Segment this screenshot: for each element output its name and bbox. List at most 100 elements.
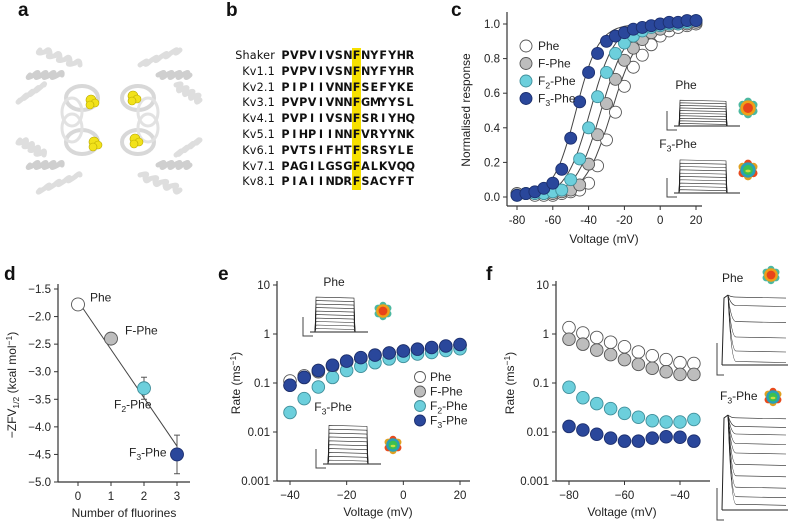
x-tick-label: 0 bbox=[400, 490, 406, 502]
residue: N bbox=[396, 127, 406, 141]
panel-letter-a: a bbox=[18, 0, 29, 21]
current-trace bbox=[676, 123, 728, 127]
data-point-f2-phe bbox=[645, 413, 660, 428]
data-point-f-phe bbox=[591, 128, 604, 142]
esp-lobe bbox=[738, 169, 747, 178]
data-point-f2-phe bbox=[555, 183, 569, 197]
residue: N bbox=[343, 96, 353, 110]
current-trace bbox=[727, 414, 787, 506]
alignment-row: Kv7.1 P A G I L G S G F A L K V Q Q bbox=[220, 158, 415, 175]
residue: H bbox=[396, 64, 406, 78]
data-point-f-phe bbox=[564, 183, 578, 197]
current-trace bbox=[727, 414, 787, 428]
residue: H bbox=[396, 49, 406, 62]
esp-core bbox=[378, 306, 388, 316]
esp-core bbox=[743, 165, 753, 175]
esp-lobe bbox=[379, 313, 387, 321]
legend-marker bbox=[519, 39, 533, 53]
current-trace bbox=[325, 448, 369, 465]
data-point-f2-phe bbox=[662, 17, 676, 31]
data-point-phe bbox=[439, 339, 453, 354]
y-tick-label: 10 bbox=[536, 280, 549, 292]
y-tick-label: 10 bbox=[257, 280, 270, 292]
data-point-f-phe bbox=[662, 19, 676, 33]
data-point-f3-phe bbox=[673, 430, 687, 445]
residue: Y bbox=[370, 64, 379, 78]
residue: S bbox=[361, 175, 370, 189]
data-point-f3-phe bbox=[297, 370, 311, 385]
residue: V bbox=[307, 49, 317, 62]
y-tick-label: 1 bbox=[543, 329, 549, 341]
current-trace bbox=[325, 425, 369, 465]
data-point-f-phe bbox=[644, 26, 658, 40]
residue: P bbox=[281, 96, 290, 110]
data-point-phe bbox=[519, 187, 533, 200]
y-tick-label: 0.001 bbox=[520, 476, 549, 488]
data-point-f3-phe bbox=[576, 423, 590, 437]
scale-bar bbox=[716, 488, 724, 521]
data-point-f-phe bbox=[573, 178, 587, 192]
fit-curve-f-phe bbox=[517, 23, 696, 198]
data-point-phe bbox=[510, 187, 524, 200]
highlighted-residue: F bbox=[352, 174, 362, 191]
x-axis-label: Voltage (mV) bbox=[343, 505, 412, 519]
data-point-f2-phe bbox=[576, 391, 590, 405]
esp-lobe bbox=[749, 162, 758, 171]
residue: R bbox=[405, 64, 415, 78]
current-trace bbox=[727, 414, 787, 420]
data-point-f-phe bbox=[555, 185, 569, 199]
data-point-phe bbox=[368, 348, 382, 362]
point-label: F-Phe bbox=[125, 324, 158, 338]
data-point-phe bbox=[311, 363, 326, 378]
data-point-f3-phe bbox=[591, 46, 604, 60]
data-point-f2-phe bbox=[617, 406, 632, 421]
esp-core bbox=[388, 440, 398, 450]
data-point-phe bbox=[564, 185, 578, 199]
scale-bar bbox=[716, 343, 724, 376]
current-trace bbox=[676, 186, 728, 194]
esp-core bbox=[766, 270, 776, 280]
residue: H bbox=[396, 112, 406, 126]
residue: V bbox=[325, 80, 335, 94]
annotation-phe: Phe bbox=[675, 78, 697, 92]
chart-c: 0.0 0.2 0.4 0.6 0.8 1.0 -80 -60 -40 -20 0 20 Voltage… bbox=[459, 12, 758, 246]
data-point-f3-phe bbox=[339, 354, 354, 368]
esp-lobe bbox=[772, 274, 780, 282]
residue: I bbox=[310, 80, 315, 94]
current-trace bbox=[325, 455, 369, 465]
panel-letter-c: c bbox=[451, 0, 462, 21]
residue: S bbox=[308, 143, 317, 157]
data-point-f3-phe bbox=[510, 188, 524, 202]
current-trace bbox=[312, 296, 356, 333]
data-point-f3-phe bbox=[424, 340, 439, 355]
data-point-phe bbox=[576, 326, 590, 340]
current-trace bbox=[676, 112, 728, 127]
y-tick-label: 0.0 bbox=[484, 192, 500, 204]
data-point-f2-phe bbox=[537, 187, 551, 200]
helix-ribbon bbox=[25, 70, 65, 80]
current-trace bbox=[727, 414, 787, 498]
x-tick-label: -40 bbox=[580, 215, 597, 227]
data-point-phe bbox=[562, 320, 576, 335]
data-point-f2-phe bbox=[311, 380, 326, 394]
data-point-f3-phe bbox=[311, 363, 326, 378]
residue: N bbox=[325, 175, 335, 189]
esp-core bbox=[743, 103, 753, 113]
data-point-f2-phe bbox=[689, 14, 703, 27]
residue: P bbox=[299, 49, 308, 62]
y-tick-label: 0.01 bbox=[527, 427, 549, 439]
ligand-sphere bbox=[127, 96, 137, 106]
esp-lobe bbox=[394, 438, 402, 446]
y-tick-label: −3.5 bbox=[28, 394, 51, 406]
data-point-f3-phe bbox=[680, 14, 694, 27]
esp-lobe bbox=[762, 274, 770, 282]
current-trace bbox=[727, 294, 787, 323]
x-tick-label: -20 bbox=[616, 215, 633, 227]
data-point-f-phe bbox=[537, 187, 551, 200]
data-point-f2-phe bbox=[546, 185, 560, 199]
data-point-f-phe bbox=[689, 15, 703, 29]
sequence-name: Shaker bbox=[235, 49, 275, 62]
annotation-phe: Phe bbox=[722, 271, 744, 285]
residue: Y bbox=[388, 64, 397, 78]
chart-f: 0.001 0.01 0.1 1 10 −80 −60 −40 Voltage (mV) Rate… bbox=[502, 265, 788, 521]
